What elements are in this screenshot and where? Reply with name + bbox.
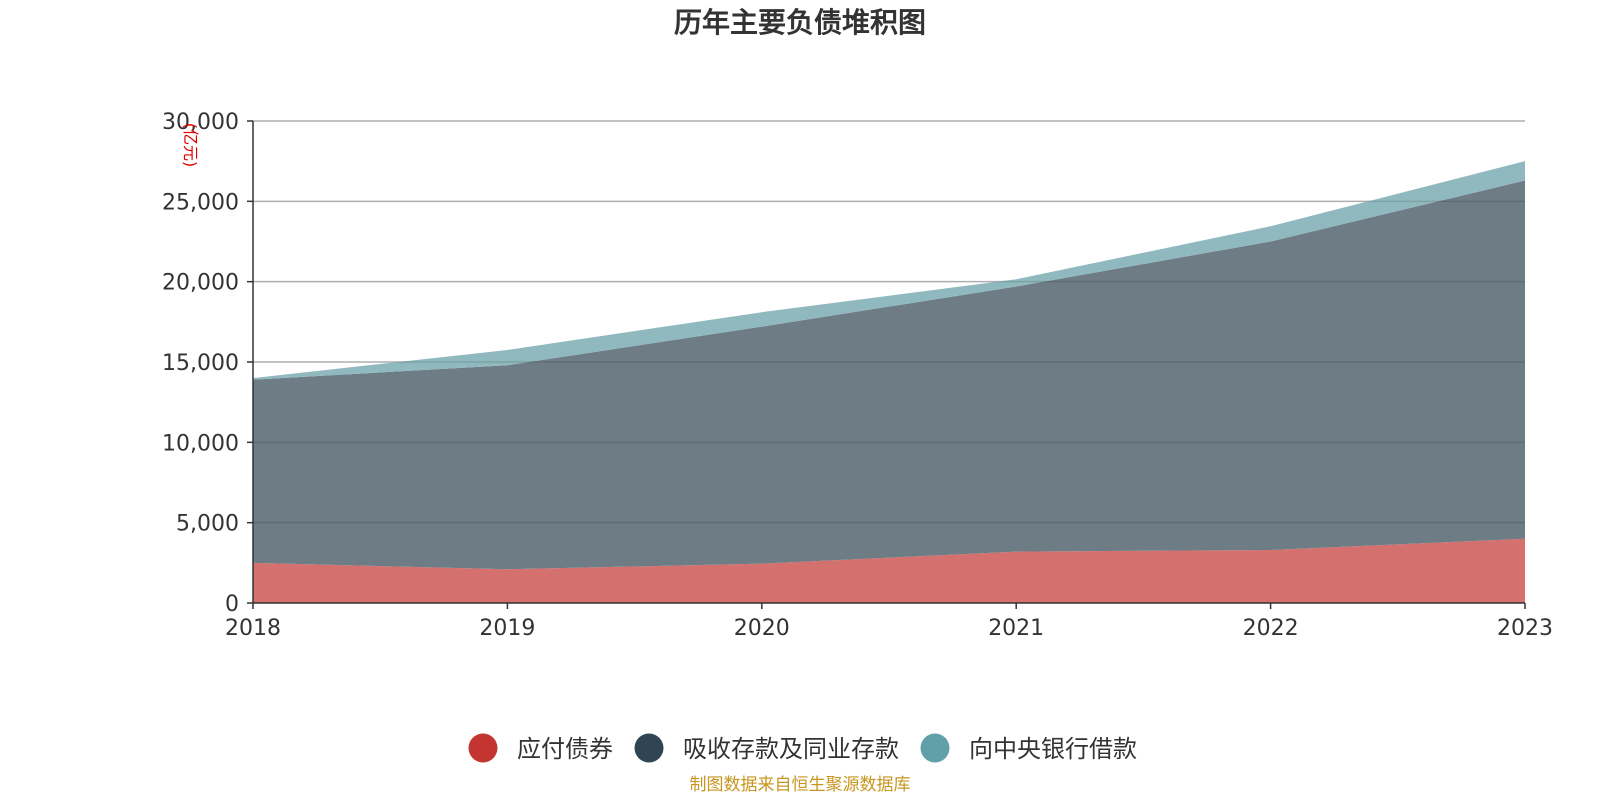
x-tick-label-1: 2019 — [479, 616, 535, 641]
legend: 应付债券 吸收存款及同业存款 向中央银行借款 — [468, 733, 1137, 763]
legend-label-1[interactable]: 吸收存款及同业存款 — [683, 735, 899, 763]
y-tick-label-4: 20,000 — [162, 271, 239, 296]
chart-title: 历年主要负债堆积图 — [674, 6, 926, 39]
area-series-0 — [253, 538, 1525, 603]
y-tick-label-3: 15,000 — [162, 351, 239, 376]
y-tick-label-6: 30,000 — [162, 110, 239, 135]
legend-label-0[interactable]: 应付债券 — [517, 735, 613, 763]
y-tick-label-5: 25,000 — [162, 190, 239, 215]
legend-marker-1[interactable] — [634, 733, 664, 763]
x-tick-label-3: 2021 — [988, 616, 1044, 641]
x-tick-label-2: 2020 — [734, 616, 790, 641]
axis-layer: 0 5,000 10,000 15,000 20,000 25,000 30,000 2018… — [162, 110, 1553, 641]
data-source-note: 制图数据来自恒生聚源数据库 — [690, 775, 911, 795]
area-series-1 — [253, 180, 1525, 570]
x-tick-label-4: 2022 — [1243, 616, 1299, 641]
legend-marker-2[interactable] — [920, 733, 950, 763]
legend-label-2[interactable]: 向中央银行借款 — [969, 735, 1137, 763]
x-tick-label-5: 2023 — [1497, 616, 1553, 641]
y-axis-unit-label: (亿元) — [181, 123, 200, 168]
area-layer — [253, 120, 1525, 603]
legend-marker-0[interactable] — [468, 733, 498, 763]
y-tick-label-0: 0 — [225, 592, 239, 617]
y-tick-label-1: 5,000 — [176, 512, 239, 537]
y-tick-label-2: 10,000 — [162, 431, 239, 456]
x-tick-label-0: 2018 — [225, 616, 281, 641]
